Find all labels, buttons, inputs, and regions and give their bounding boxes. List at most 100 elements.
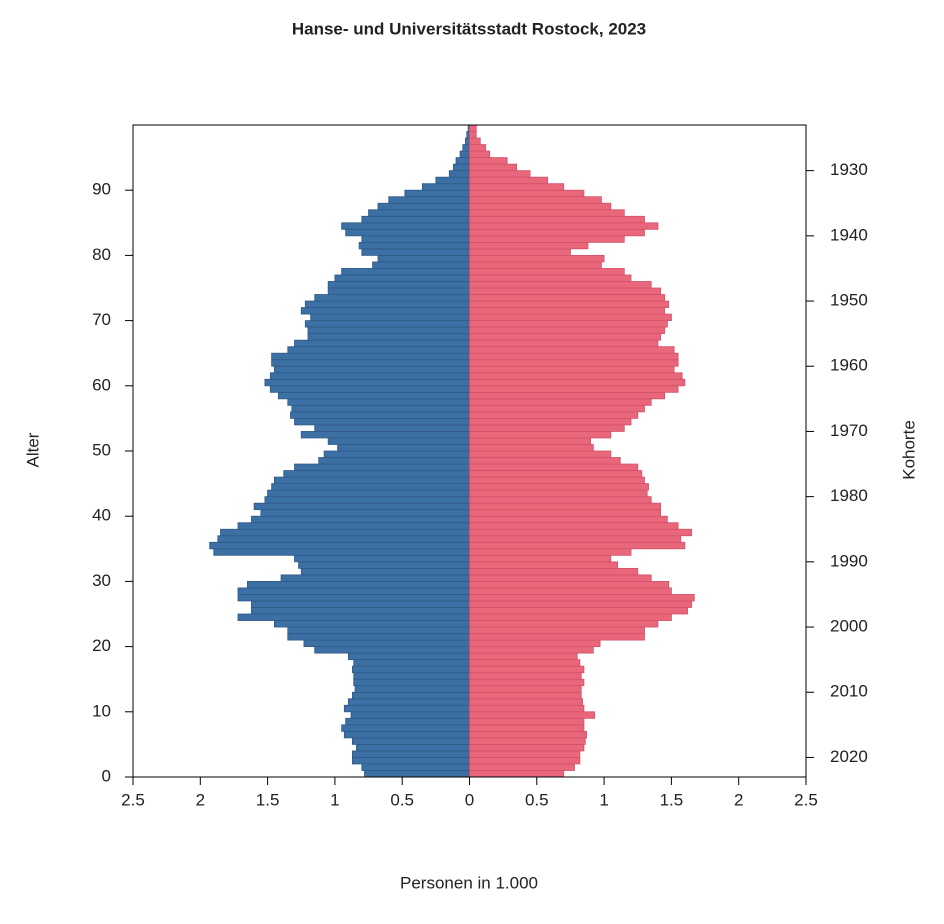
- bar: [247, 581, 470, 589]
- y-tick-label: 60: [92, 375, 111, 394]
- y2-tick-label: 1970: [830, 421, 868, 440]
- bar: [469, 509, 662, 517]
- x-tick-label: 2: [196, 790, 205, 809]
- bar: [469, 561, 618, 569]
- bar: [343, 704, 470, 713]
- bar: [465, 137, 470, 145]
- bar: [260, 509, 470, 517]
- bar: [469, 235, 625, 243]
- bar: [327, 287, 470, 295]
- bar: [469, 352, 679, 361]
- bar: [341, 724, 470, 732]
- bar: [469, 528, 692, 537]
- x-axis-label: Personen in 1.000: [400, 873, 538, 892]
- bar: [304, 300, 470, 308]
- bar: [469, 698, 583, 706]
- bar: [469, 665, 585, 674]
- bar: [469, 189, 585, 198]
- bar: [314, 646, 470, 654]
- y2-tick-label: 1950: [830, 291, 868, 310]
- bar: [469, 744, 585, 752]
- bar: [287, 346, 470, 354]
- bar: [469, 176, 548, 185]
- bar: [469, 268, 625, 276]
- bar: [469, 483, 649, 491]
- bar: [469, 157, 508, 165]
- bar: [298, 561, 470, 569]
- bar: [469, 391, 666, 400]
- bar: [452, 163, 470, 172]
- bar: [237, 594, 470, 602]
- bar: [469, 228, 645, 237]
- bar: [269, 385, 470, 393]
- bar: [273, 365, 470, 374]
- bar: [213, 548, 470, 556]
- bar: [469, 515, 668, 524]
- bar: [469, 444, 594, 452]
- bar: [469, 581, 670, 589]
- bar: [469, 307, 666, 315]
- bar: [469, 274, 632, 282]
- bar: [337, 444, 470, 452]
- bar: [462, 144, 470, 152]
- bar: [469, 607, 688, 615]
- bar: [353, 678, 470, 687]
- bar: [469, 711, 596, 719]
- bar: [469, 594, 695, 602]
- bar: [469, 131, 477, 139]
- bar: [327, 437, 470, 445]
- bar: [253, 502, 470, 511]
- bar: [358, 241, 470, 250]
- bar: [469, 261, 602, 269]
- bar: [368, 209, 470, 217]
- bar: [251, 607, 470, 615]
- bar: [303, 639, 470, 648]
- bar: [300, 431, 470, 439]
- x-tick-label: 2.5: [121, 790, 145, 809]
- bar: [469, 685, 582, 693]
- bar: [469, 620, 659, 628]
- bar: [469, 548, 632, 556]
- bar: [354, 685, 470, 693]
- bar: [347, 698, 470, 706]
- bar: [469, 652, 578, 661]
- bar: [469, 554, 612, 563]
- bar: [290, 411, 470, 419]
- bar: [469, 241, 589, 250]
- bar: [269, 372, 470, 380]
- bar: [350, 711, 470, 719]
- bar: [469, 463, 639, 471]
- bar: [469, 489, 648, 498]
- bar: [469, 535, 682, 543]
- x-tick-label: 0.5: [390, 790, 414, 809]
- bar: [343, 730, 470, 739]
- y-tick-label: 10: [92, 701, 111, 720]
- bar: [469, 724, 585, 732]
- bar: [277, 391, 470, 400]
- bar: [469, 750, 581, 758]
- bar: [469, 254, 605, 263]
- bar: [469, 163, 518, 172]
- x-tick-label: 2.5: [794, 790, 818, 809]
- bar: [287, 633, 470, 641]
- bar: [469, 196, 602, 204]
- bar: [469, 639, 601, 648]
- bar: [469, 457, 621, 465]
- bar: [469, 678, 585, 687]
- x-tick-label: 0.5: [525, 790, 549, 809]
- y2-axis-label: Kohorte: [899, 420, 918, 480]
- bar: [469, 287, 662, 295]
- y-tick-label: 70: [92, 310, 111, 329]
- bar: [469, 737, 586, 745]
- x-tick-label: 1.5: [256, 790, 280, 809]
- bar: [237, 522, 470, 530]
- bar: [455, 157, 470, 165]
- y-tick-label: 40: [92, 506, 111, 525]
- bar: [469, 587, 672, 595]
- bar: [271, 483, 470, 491]
- bar: [469, 659, 581, 667]
- bar: [294, 463, 470, 471]
- bar: [469, 333, 662, 341]
- bar: [300, 307, 470, 315]
- bar: [469, 339, 659, 348]
